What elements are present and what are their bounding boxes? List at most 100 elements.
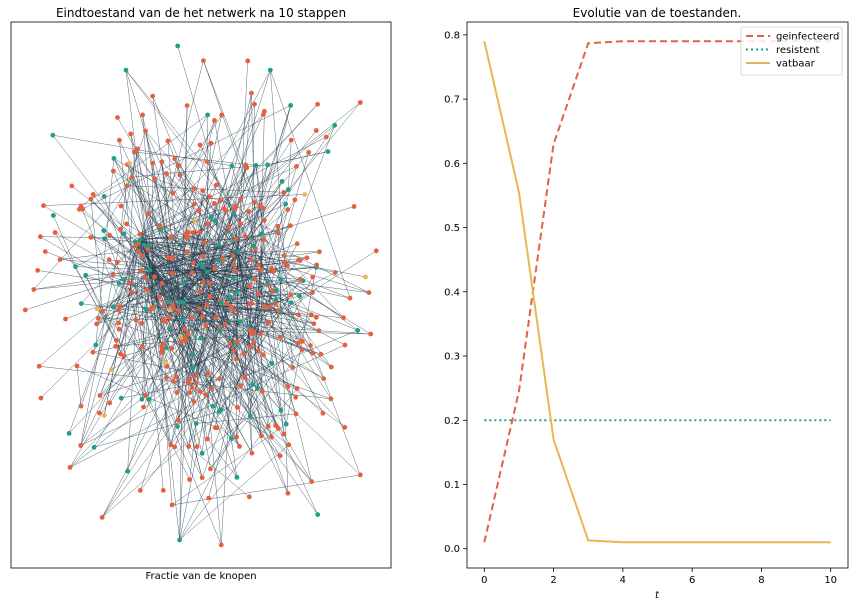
network-node-infected	[197, 306, 202, 311]
y-tick-label: 0.0	[444, 544, 460, 555]
network-node-infected	[184, 103, 190, 108]
network-node-infected	[256, 262, 261, 268]
network-node-infected	[207, 194, 213, 200]
network-node-infected	[41, 203, 46, 209]
network-node-infected	[234, 339, 239, 344]
network-node-infected	[310, 290, 315, 295]
network-node-infected	[190, 230, 196, 235]
network-node-infected	[249, 301, 255, 306]
network-node-infected	[368, 331, 373, 337]
network-node-infected	[140, 253, 146, 259]
network-node-resistant	[91, 444, 97, 450]
network-node-infected	[234, 404, 240, 410]
network-node-infected	[145, 211, 151, 217]
network-node-infected	[200, 280, 206, 285]
network-node-infected	[78, 443, 84, 448]
network-node-infected	[169, 271, 175, 276]
network-node-resistant	[297, 293, 302, 299]
network-node-infected	[293, 411, 299, 417]
network-node-infected	[128, 131, 134, 137]
network-node-infected	[231, 262, 236, 267]
network-node-resistant	[110, 304, 116, 310]
network-node-infected	[90, 192, 96, 197]
network-node-resistant	[237, 319, 243, 324]
network-node-resistant	[216, 242, 222, 248]
network-node-resistant	[177, 537, 183, 543]
network-node-infected	[52, 230, 58, 235]
network-node-infected	[328, 364, 334, 370]
network-node-infected	[169, 255, 175, 260]
network-node-infected	[281, 189, 287, 195]
network-node-infected	[208, 466, 213, 472]
network-node-infected	[231, 349, 237, 354]
network-node-infected	[95, 316, 101, 321]
line-chart-xlabel: t	[655, 590, 660, 601]
network-node-infected	[249, 90, 254, 96]
network-node-resistant	[121, 277, 127, 282]
network-node-infected	[318, 351, 324, 357]
network-node-infected	[286, 442, 292, 448]
y-tick-label: 0.5	[444, 223, 460, 234]
network-node-infected	[281, 260, 287, 266]
network-node-infected	[170, 302, 175, 308]
network-node-susceptible	[101, 413, 107, 418]
network-node-infected	[277, 334, 283, 340]
network-node-infected	[281, 431, 287, 437]
network-node-infected	[192, 201, 197, 207]
network-node-resistant	[190, 365, 196, 371]
network-node-resistant	[273, 297, 279, 303]
network-node-resistant	[315, 512, 321, 517]
network-node-infected	[206, 495, 212, 501]
network-node-resistant	[228, 436, 234, 441]
network-node-infected	[342, 424, 348, 430]
network-node-infected	[172, 444, 178, 450]
network-node-infected	[262, 303, 268, 309]
network-node-resistant	[166, 299, 172, 304]
network-node-infected	[110, 271, 116, 277]
network-node-infected	[116, 320, 121, 326]
network-node-resistant	[216, 257, 222, 263]
network-node-infected	[169, 502, 175, 508]
network-node-infected	[357, 472, 363, 478]
network-node-infected	[199, 475, 205, 481]
network-node-infected	[99, 515, 105, 520]
network-node-resistant	[101, 194, 107, 199]
network-node-infected	[186, 444, 192, 449]
network-node-infected	[205, 371, 211, 376]
network-node-infected	[294, 164, 299, 169]
network-node-infected	[357, 100, 363, 105]
network-node-infected	[189, 385, 195, 391]
network-node-resistant	[273, 288, 279, 294]
network-node-infected	[38, 234, 43, 240]
network-node-resistant	[146, 242, 152, 248]
network-node-resistant	[139, 396, 145, 402]
network-node-susceptible	[302, 192, 308, 197]
network-node-infected	[189, 315, 195, 320]
network-node-infected	[247, 283, 252, 289]
network-node-infected	[113, 343, 119, 349]
network-node-resistant	[158, 227, 164, 232]
network-node-infected	[237, 383, 243, 389]
network-node-infected	[164, 375, 169, 381]
network-node-resistant	[73, 264, 78, 269]
network-xlabel: Fractie van de knopen	[145, 571, 256, 582]
network-node-infected	[262, 217, 267, 223]
network-node-infected	[281, 253, 287, 258]
network-node-infected	[296, 257, 301, 263]
network-node-infected	[269, 288, 275, 294]
network-node-infected	[285, 263, 290, 268]
network-node-infected	[42, 249, 48, 255]
network-node-infected	[252, 101, 257, 107]
network-node-infected	[256, 291, 261, 297]
network-node-infected	[285, 490, 291, 496]
network-node-infected	[233, 356, 239, 362]
network-node-infected	[182, 326, 188, 332]
network-node-infected	[184, 249, 190, 255]
network-node-infected	[117, 137, 122, 143]
network-node-resistant	[121, 231, 127, 237]
network-node-infected	[152, 274, 158, 280]
network-node-infected	[145, 246, 151, 252]
network-node-infected	[135, 146, 141, 152]
network-node-infected	[196, 208, 202, 213]
network-node-infected	[351, 204, 357, 209]
